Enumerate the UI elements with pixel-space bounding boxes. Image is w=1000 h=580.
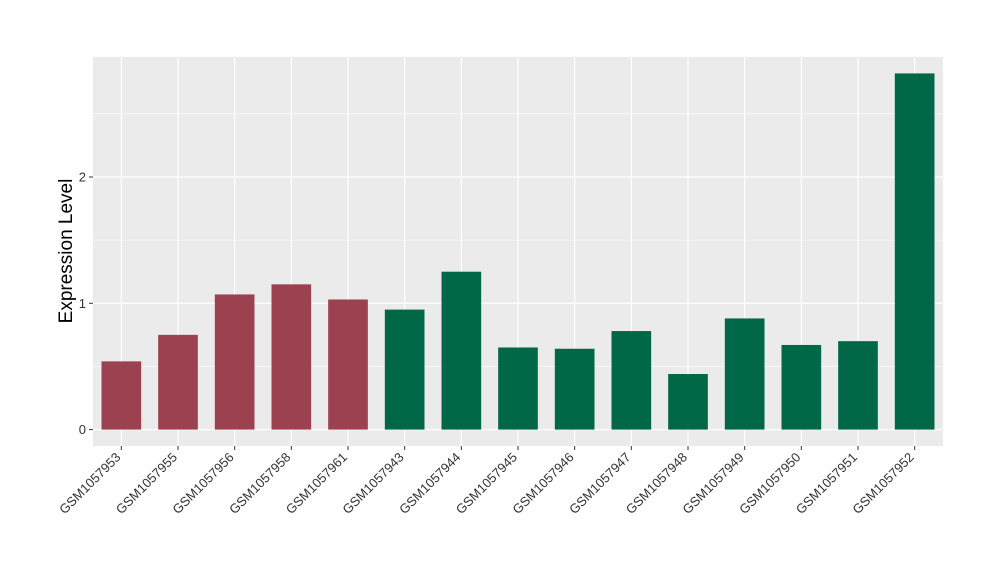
bar-GSM1057946 [554, 348, 595, 430]
bar-GSM1057947 [611, 331, 652, 430]
bar-GSM1057945 [498, 347, 538, 430]
bar-GSM1057951 [838, 341, 878, 430]
bar-GSM1057953 [101, 361, 142, 430]
bar-GSM1057950 [781, 344, 822, 430]
y-axis: 0 1 2 [79, 169, 93, 437]
bar-GSM1057944 [441, 271, 482, 430]
y-tick-label: 0 [79, 422, 86, 437]
bars [101, 73, 935, 430]
bar-GSM1057961 [328, 299, 368, 430]
bar-GSM1057956 [214, 294, 255, 430]
bar-GSM1057958 [271, 284, 312, 430]
bar-GSM1057955 [158, 334, 198, 430]
y-axis-title: Expression Level [56, 179, 77, 324]
y-tick-label: 1 [79, 296, 86, 311]
bar-GSM1057943 [384, 309, 425, 430]
bar-GSM1057952 [894, 73, 935, 430]
y-tick-label: 2 [79, 169, 86, 184]
bar-GSM1057949 [724, 318, 765, 430]
bar-GSM1057948 [668, 374, 708, 430]
x-axis: GSM1057953GSM1057955GSM1057956GSM1057958… [56, 446, 917, 517]
